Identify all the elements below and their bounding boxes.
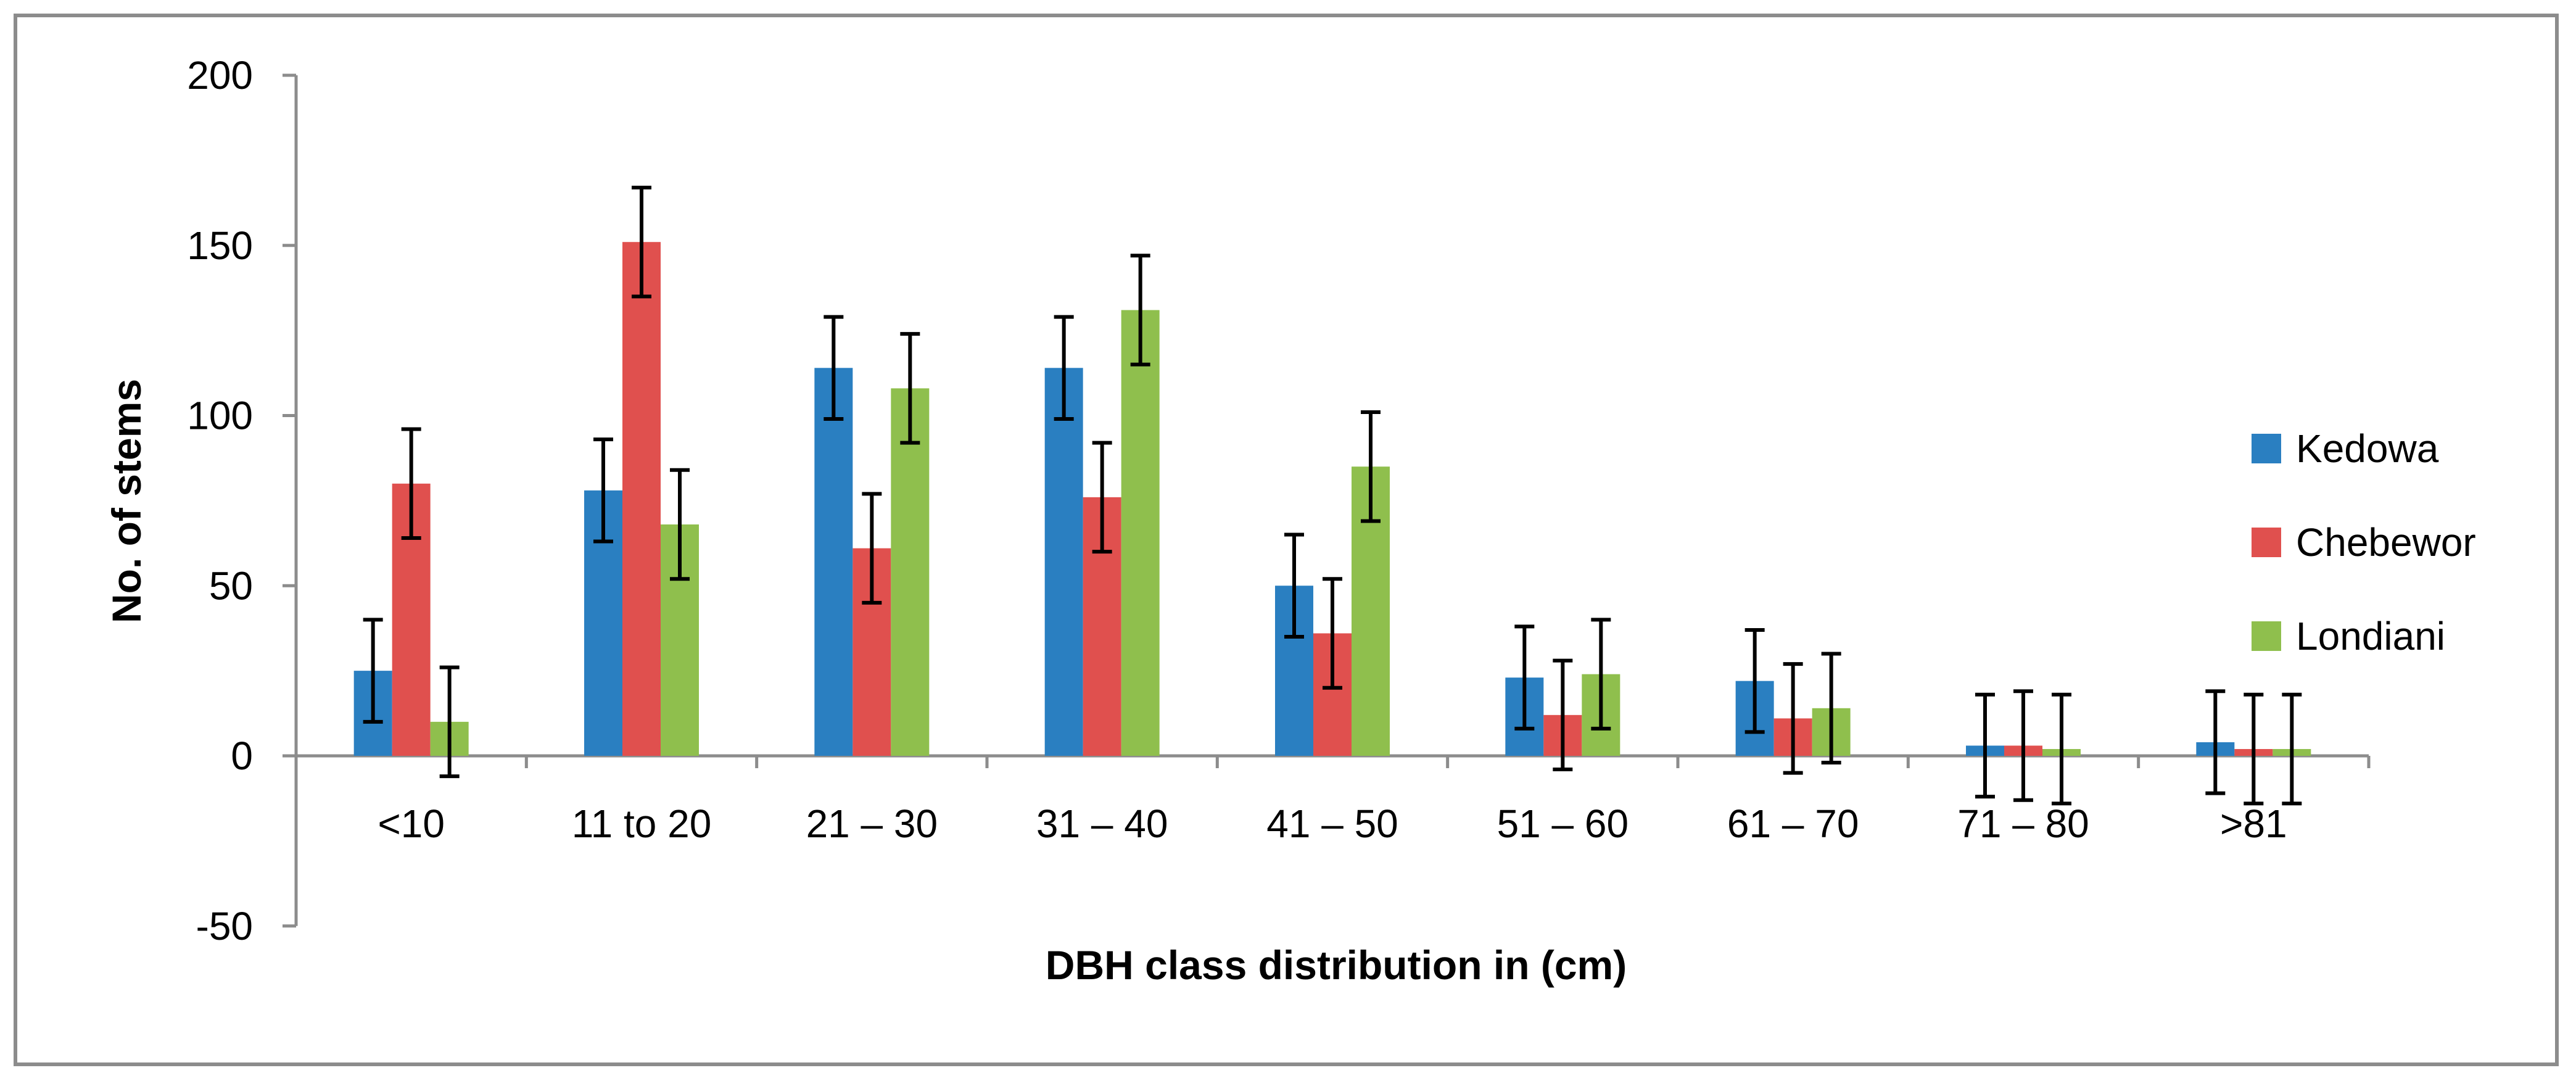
chart-frame <box>14 14 2559 1066</box>
x-tick-label: 21 – 30 <box>806 801 938 846</box>
x-tick-label: 61 – 70 <box>1727 801 1859 846</box>
x-tick-label: 71 – 80 <box>1957 801 2089 846</box>
tick-labels: -50 0 50 100 150 200 <10 11 to 20 21 – 30 31 – 40… <box>187 53 2287 948</box>
y-tick-label: 200 <box>187 53 253 97</box>
legend-swatch-kedowa <box>2252 434 2281 463</box>
x-axis-title: DBH class distribution in (cm) <box>1046 942 1627 988</box>
x-tick-label: 41 – 50 <box>1266 801 1398 846</box>
legend: Kedowa Chebewor Londiani <box>2252 426 2476 658</box>
x-tick-label: 31 – 40 <box>1036 801 1168 846</box>
y-axis-title: No. of stems <box>104 379 149 623</box>
legend-label-londiani: Londiani <box>2296 614 2445 658</box>
error-bars <box>363 185 2302 806</box>
bar-londiani <box>1121 310 1160 756</box>
x-tick-label: 51 – 60 <box>1497 801 1629 846</box>
bar-kedowa <box>1044 368 1083 756</box>
bar-kedowa <box>814 368 853 756</box>
y-tick-label: 0 <box>231 734 253 778</box>
y-tick-label: -50 <box>196 904 254 948</box>
legend-swatch-chebewor <box>2252 528 2281 557</box>
bar-chebewor <box>622 242 661 756</box>
x-tick-label: <10 <box>378 801 445 846</box>
y-tick-label: 150 <box>187 223 253 268</box>
x-tick-label: 11 to 20 <box>572 801 712 846</box>
bar-londiani <box>891 388 930 756</box>
y-tick-label: 100 <box>187 394 253 438</box>
legend-label-kedowa: Kedowa <box>2296 426 2439 471</box>
legend-label-chebewor: Chebewor <box>2296 520 2476 565</box>
y-tick-label: 50 <box>209 563 253 608</box>
legend-swatch-londiani <box>2252 621 2281 651</box>
x-tick-label: >81 <box>2220 801 2287 846</box>
